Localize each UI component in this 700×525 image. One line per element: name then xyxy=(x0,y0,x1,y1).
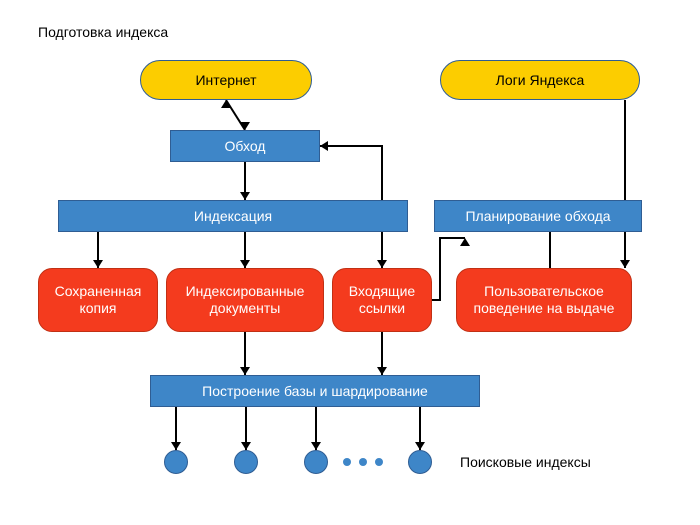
node-behavior-label: Пользовательское поведение на выдаче xyxy=(474,283,615,317)
node-build: Построение базы и шардирование xyxy=(150,375,480,407)
node-c3 xyxy=(304,450,328,474)
node-links-label: Входящие ссылки xyxy=(349,283,415,317)
node-saved: Сохраненная копия xyxy=(38,268,158,332)
node-index-label: Индексация xyxy=(194,208,272,225)
node-crawl: Обход xyxy=(170,130,320,162)
node-behavior: Пользовательское поведение на выдаче xyxy=(456,268,632,332)
node-logs-label: Логи Яндекса xyxy=(496,72,585,89)
node-internet-label: Интернет xyxy=(195,72,256,89)
node-plan: Планирование обхода xyxy=(434,200,642,232)
node-links: Входящие ссылки xyxy=(332,268,432,332)
node-internet: Интернет xyxy=(140,60,312,100)
node-c4 xyxy=(408,450,432,474)
node-c2 xyxy=(234,450,258,474)
node-c1 xyxy=(164,450,188,474)
diagram-title: Подготовка индекса xyxy=(38,24,168,40)
node-docs-label: Индексированные документы xyxy=(186,283,305,317)
node-docs: Индексированные документы xyxy=(166,268,324,332)
node-build-label: Построение базы и шардирование xyxy=(202,383,428,400)
node-saved-label: Сохраненная копия xyxy=(55,283,142,317)
node-logs: Логи Яндекса xyxy=(440,60,640,100)
node-plan-label: Планирование обхода xyxy=(465,208,610,225)
search-indexes-label: Поисковые индексы xyxy=(460,454,591,470)
node-index: Индексация xyxy=(58,200,408,232)
node-crawl-label: Обход xyxy=(225,138,266,155)
